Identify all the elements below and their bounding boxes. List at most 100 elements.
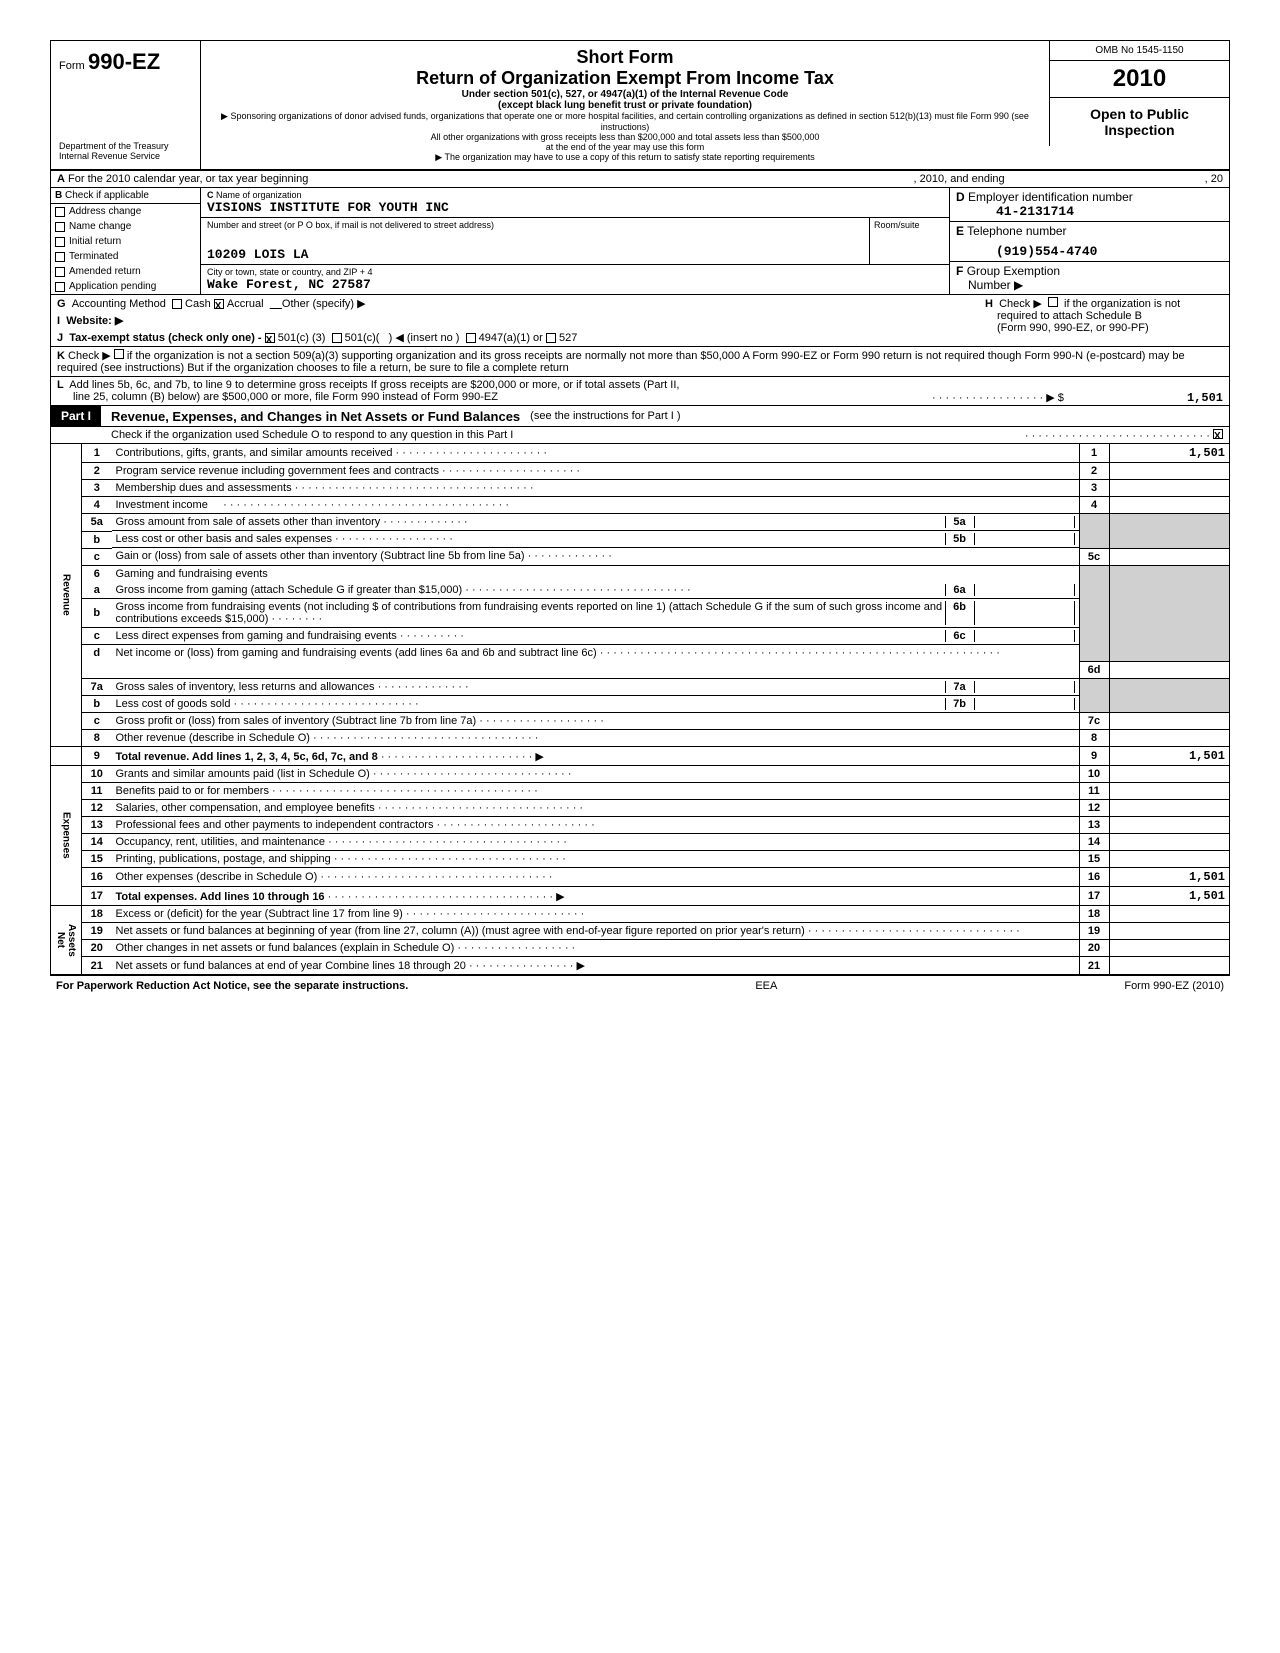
line-20: 20 Other changes in net assets or fund b… [51,940,1229,957]
line-7c: c Gross profit or (loss) from sales of i… [51,713,1229,730]
b-header: B Check if applicable [51,188,200,204]
part1-subtitle: (see the instructions for Part I ) [520,410,680,422]
cb-501c3[interactable]: X [265,333,275,343]
cash-label: Cash [185,298,211,310]
cb-accrual[interactable]: X [214,299,224,309]
line7b-desc: Less cost of goods sold [116,698,231,710]
city-cell: City or town, state or country, and ZIP … [201,265,949,294]
row-a-text2: , 2010, and ending [914,173,1005,185]
label-j: J [57,332,63,344]
irs: Internal Revenue Service [59,151,192,161]
line17-val: 1,501 [1189,889,1225,903]
cb-k[interactable] [114,349,124,359]
h-text3: (Form 990, 990-EZ, or 990-PF) [985,322,1149,334]
cb-cash[interactable] [172,299,182,309]
line18-desc: Excess or (deficit) for the year (Subtra… [116,908,403,920]
cb-527[interactable] [546,333,556,343]
accounting-label: Accounting Method [72,298,166,310]
label-b: B [55,190,62,201]
h-text2: required to attach Schedule B [985,310,1142,322]
cb-amended[interactable]: Amended return [51,264,200,279]
line6b-desc: Gross income from fundraising events (no… [116,601,943,625]
line-10: Expenses 10 Grants and similar amounts p… [51,766,1229,783]
org-name: VISIONS INSTITUTE FOR YOUTH INC [207,200,943,215]
part1-check-text: Check if the organization used Schedule … [111,429,513,441]
short-form-title: Short Form [211,47,1039,68]
line-5c: c Gain or (loss) from sale of assets oth… [51,548,1229,565]
org-addr: 10209 LOIS LA [207,247,863,262]
label-l: L [57,379,64,391]
line16-val: 1,501 [1189,870,1225,884]
line11-desc: Benefits paid to or for members [116,785,269,797]
cb-pending[interactable]: Application pending [51,279,200,294]
label-k: K [57,350,65,362]
cb-h[interactable] [1048,297,1058,307]
cb-part1-o[interactable]: X [1213,429,1223,439]
line6c-desc: Less direct expenses from gaming and fun… [116,630,397,642]
tel-label: Telephone number [967,224,1066,238]
line19-desc: Net assets or fund balances at beginning… [116,925,805,937]
footer-eea: EEA [755,980,777,992]
line13-desc: Professional fees and other payments to … [116,819,434,831]
line-21: 21 Net assets or fund balances at end of… [51,957,1229,975]
under-section: Under section 501(c), 527, or 4947(a)(1)… [211,89,1039,100]
line-15: 15 Printing, publications, postage, and … [51,851,1229,868]
k-check-label: Check ▶ [68,350,111,362]
label-g: G [57,298,66,310]
room-suite: Room/suite [869,218,949,264]
line2-desc: Program service revenue including govern… [116,465,439,477]
omb-number: OMB No 1545-1150 [1049,41,1229,61]
line-8: 8 Other revenue (describe in Schedule O)… [51,730,1229,747]
section-bcdef: B Check if applicable Address change Nam… [51,188,1229,295]
except-text: (except black lung benefit trust or priv… [211,100,1039,111]
name-label: Name of organization [216,190,302,200]
line-5a: 5a Gross amount from sale of assets othe… [51,514,1229,532]
line21-desc: Net assets or fund balances at end of ye… [116,960,466,972]
line-6b: b Gross income from fundraising events (… [51,599,1229,628]
527-label: 527 [559,332,577,344]
line-11: 11 Benefits paid to or for members · · ·… [51,783,1229,800]
line16-desc: Other expenses (describe in Schedule O) [116,871,318,883]
row-a-text3: , 20 [1205,173,1223,185]
line3-desc: Membership dues and assessments [116,482,292,494]
addr-cell: Number and street (or P O box, if mail i… [201,218,869,264]
sponsor-text: ▶ Sponsoring organizations of donor advi… [211,111,1039,132]
line-19: 19 Net assets or fund balances at beginn… [51,923,1229,940]
part1-header: Part I Revenue, Expenses, and Changes in… [51,406,1229,427]
ein-label: Employer identification number [968,190,1133,204]
all-other-text: All other organizations with gross recei… [211,132,1039,142]
line4-desc: Investment income [116,499,208,511]
check-if-label: Check if applicable [65,190,149,201]
k-text: if the organization is not a section 509… [57,350,1185,374]
h-text1: if the organization is not [1064,298,1180,310]
city-row: City or town, state or country, and ZIP … [201,265,949,294]
line-16: 16 Other expenses (describe in Schedule … [51,868,1229,887]
cb-name-change[interactable]: Name change [51,219,200,234]
cb-501c[interactable] [332,333,342,343]
form-label: Form [59,60,85,72]
line-7b: b Less cost of goods sold · · · · · · · … [51,696,1229,713]
label-i: I [57,315,60,327]
part1-label: Part I [51,406,101,426]
line-18: NetAssets 18 Excess or (deficit) for the… [51,906,1229,923]
at-end-text: at the end of the year may use this form [211,142,1039,152]
line-6: 6 Gaming and fundraising events [51,565,1229,582]
side-net-assets: NetAssets [51,906,82,975]
part1-title: Revenue, Expenses, and Changes in Net As… [101,409,520,424]
line-6d: 6d [51,661,1229,678]
cb-4947[interactable] [466,333,476,343]
return-title: Return of Organization Exempt From Incom… [211,68,1039,89]
line-12: 12 Salaries, other compensation, and emp… [51,800,1229,817]
org-name-row: C Name of organization VISIONS INSTITUTE… [201,188,949,218]
row-k: K Check ▶ if the organization is not a s… [51,347,1229,377]
cb-initial-return[interactable]: Initial return [51,234,200,249]
4947-label: 4947(a)(1) or [479,332,543,344]
line1-desc: Contributions, gifts, grants, and simila… [116,447,393,459]
cb-terminated[interactable]: Terminated [51,249,200,264]
tel-value: (919)554-4740 [956,244,1223,259]
line-6c: c Less direct expenses from gaming and f… [51,628,1229,645]
cb-address-change[interactable]: Address change [51,204,200,219]
header-center: Short Form Return of Organization Exempt… [201,41,1049,169]
col-center: C Name of organization VISIONS INSTITUTE… [201,188,949,294]
dept-treasury: Department of the Treasury [59,141,192,151]
